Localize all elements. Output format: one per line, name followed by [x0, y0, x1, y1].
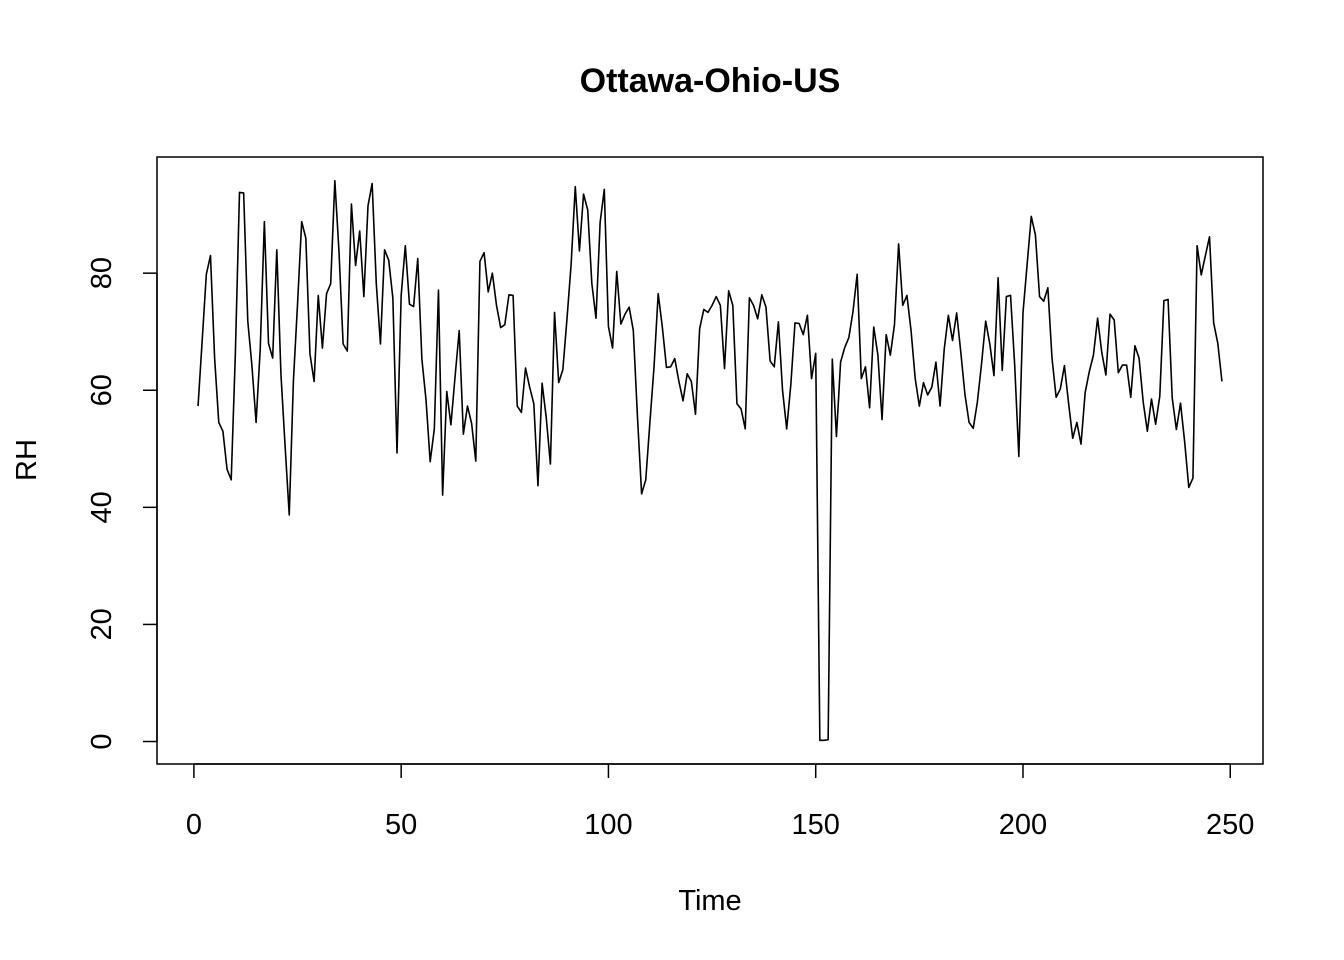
x-tick-label: 150 [792, 809, 840, 841]
x-tick-label: 50 [385, 809, 417, 841]
x-tick-label: 250 [1206, 809, 1254, 841]
y-tick-label: 20 [86, 608, 118, 640]
x-tick-label: 0 [186, 809, 202, 841]
y-tick-label: 80 [86, 257, 118, 289]
series-line [197, 179, 1223, 742]
x-axis: 0 50 100 150 200 250 [186, 763, 1254, 841]
y-axis: 0 20 40 60 80 [86, 257, 158, 750]
y-axis-label: RH [11, 439, 43, 481]
series-layer [197, 179, 1223, 742]
x-axis-label: Time [678, 885, 741, 917]
y-tick-label: 60 [86, 374, 118, 406]
plot-frame [156, 156, 1264, 765]
x-tick-label: 200 [999, 809, 1047, 841]
y-tick-label: 0 [86, 733, 118, 749]
y-tick-label: 40 [86, 491, 118, 523]
chart-title: Ottawa-Ohio-US [580, 62, 841, 100]
x-tick-label: 100 [584, 809, 632, 841]
